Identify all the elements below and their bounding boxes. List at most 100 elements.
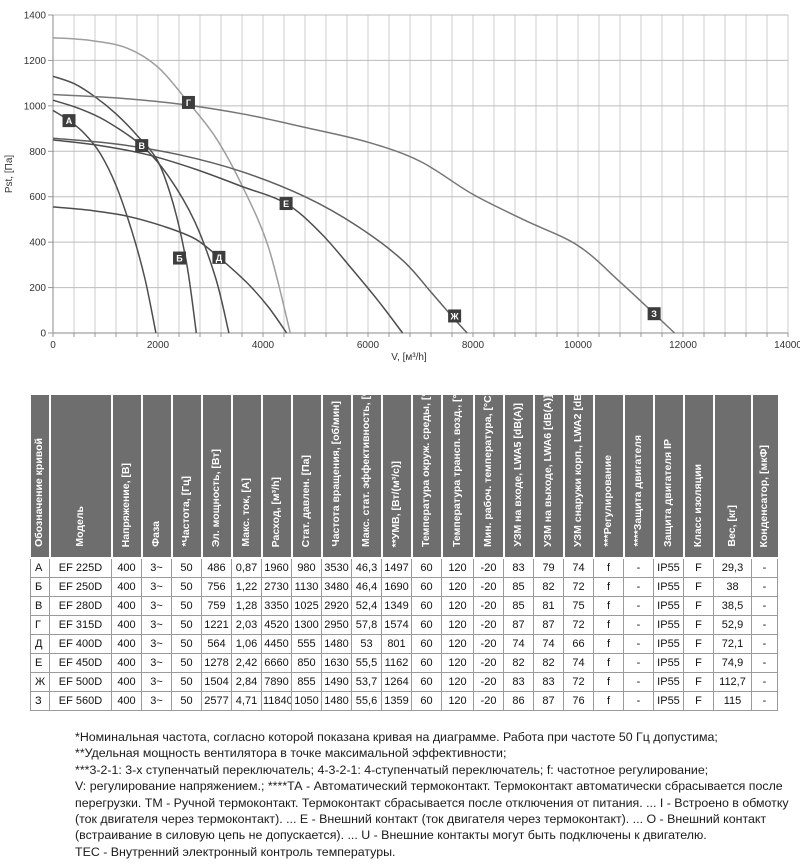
table-cell: 52,9 [713,615,752,635]
table-cell: 801 [381,634,412,654]
x-tick-label: 8000 [462,340,485,351]
table-cell: 3530 [321,557,352,578]
footnote-line: V: регулирование напряжением.; ****ТА - … [75,779,783,794]
column-header-label: **УМВ, [Вт/(м³/с)] [389,460,402,547]
table-cell: 120 [441,634,474,654]
table-cell: 66 [563,634,594,654]
table-cell: 1,28 [231,596,262,616]
curve-В [52,99,230,334]
table-cell: 50 [171,557,202,578]
table-cell: 11840 [261,691,292,711]
x-axis-title: V, [м³/h] [391,352,427,363]
table-cell: f [593,557,624,578]
column-header-24: Конденсатор, [мкФ] [751,395,778,559]
header-row: Обозначение кривой Модель Напряжение, [В] Ф… [30,375,778,559]
table-cell: 50 [171,653,202,673]
table-cell: F [683,672,714,692]
table-cell: -20 [473,634,504,654]
column-header-label: УЗМ на входе, LWA5 [dB(A)] [511,403,524,547]
table-cell: IP55 [653,653,684,673]
table-cell: EF 315D [49,615,112,635]
table-cell: 2730 [261,577,292,597]
table-cell: 75 [563,596,594,616]
table-cell: 120 [441,577,474,597]
table-cell: - [623,615,654,635]
footnote-line: перегрузки. ТМ - Ручной термоконтакт. Те… [75,795,789,810]
table-cell: 400 [111,615,142,635]
column-header-21: Защита двигателя IP [653,395,685,559]
table-cell: - [623,596,654,616]
table-cell: - [751,615,778,635]
table-cell: 50 [171,615,202,635]
table-cell: - [751,691,778,711]
table-cell: 1,06 [231,634,262,654]
table-cell: 83 [533,672,564,692]
table-cell: - [623,634,654,654]
fan-curves-chart: 0 200 400 600 800 1000 1200 1400 0 2000 4000 6000 80… [0,0,800,375]
curve-label-box-Д [212,250,226,264]
curve-label-box-Ж [448,309,462,323]
table-cell: F [683,634,714,654]
table-cell: 50 [171,691,202,711]
table-cell: 400 [111,634,142,654]
table-cell: IP55 [653,596,684,616]
table-cell: 1300 [291,615,322,635]
table-cell: 120 [441,691,474,711]
table-cell: 55,6 [351,691,382,711]
table-cell: IP55 [653,634,684,654]
column-header-label: Частота вращения, [об/мин] [329,401,342,547]
table-cell: 50 [171,634,202,654]
table-cell: -20 [473,672,504,692]
column-header-9: Стат. давлен. [Па] [291,395,323,559]
curve-label-Д: Д [216,253,223,263]
column-header-label: Класс изоляции [691,463,704,547]
table-cell: 83 [503,672,534,692]
column-header-label: Расход, [м³/h] [269,476,282,547]
table-cell: 400 [111,557,142,578]
curve-label-Е: Е [283,199,289,209]
table-cell: 1359 [381,691,412,711]
table-cell: 7890 [261,672,292,692]
table-cell: 52,4 [351,596,382,616]
column-header-label: ****Защита двигателя [631,435,644,547]
column-header-label: Температура окруж. среды, [°C] [419,381,432,547]
column-header-11: Макс. стат. эффективность, [%] [351,383,383,559]
table-cell: 400 [111,596,142,616]
table-cell: 3~ [141,577,172,597]
table-cell: 1,22 [231,577,262,597]
y-tick-label: 1200 [24,56,47,67]
curve-Ж [52,137,468,334]
curve-Г [52,36,292,334]
table-cell: 50 [171,672,202,692]
column-header-label: Фаза [149,521,162,547]
table-row-В: В EF 280D 400 3~ 50 759 1,28 3350 1025 2920 52,4 13… [30,596,778,616]
table-cell: 86 [503,691,534,711]
table-cell: 53,7 [351,672,382,692]
table-cell: 3350 [261,596,292,616]
y-tick-label: 1000 [24,101,47,112]
table-cell: - [751,653,778,673]
table-cell: 87 [533,615,564,635]
table-cell: 400 [111,691,142,711]
table-cell: 1221 [201,615,232,635]
table-cell: Б [30,577,50,597]
table-cell: З [30,691,50,711]
table-cell: Д [30,634,50,654]
table-cell: f [593,634,624,654]
table-cell: 1278 [201,653,232,673]
table-cell: 72,1 [713,634,752,654]
column-header-5: *Частота, [Гц] [171,395,203,559]
column-header-7: Макс. ток, [А] [231,395,263,559]
x-tick-label: 0 [50,340,56,351]
table-cell: 2,84 [231,672,262,692]
table-cell: 3~ [141,653,172,673]
table-cell: 57,8 [351,615,382,635]
table-cell: - [751,672,778,692]
table-cell: 3~ [141,634,172,654]
curve-label-Ж: Ж [450,311,460,321]
table-cell: 555 [291,634,322,654]
table-cell: 76 [563,691,594,711]
y-tick-label: 600 [29,192,46,203]
table-cell: 120 [441,557,474,578]
